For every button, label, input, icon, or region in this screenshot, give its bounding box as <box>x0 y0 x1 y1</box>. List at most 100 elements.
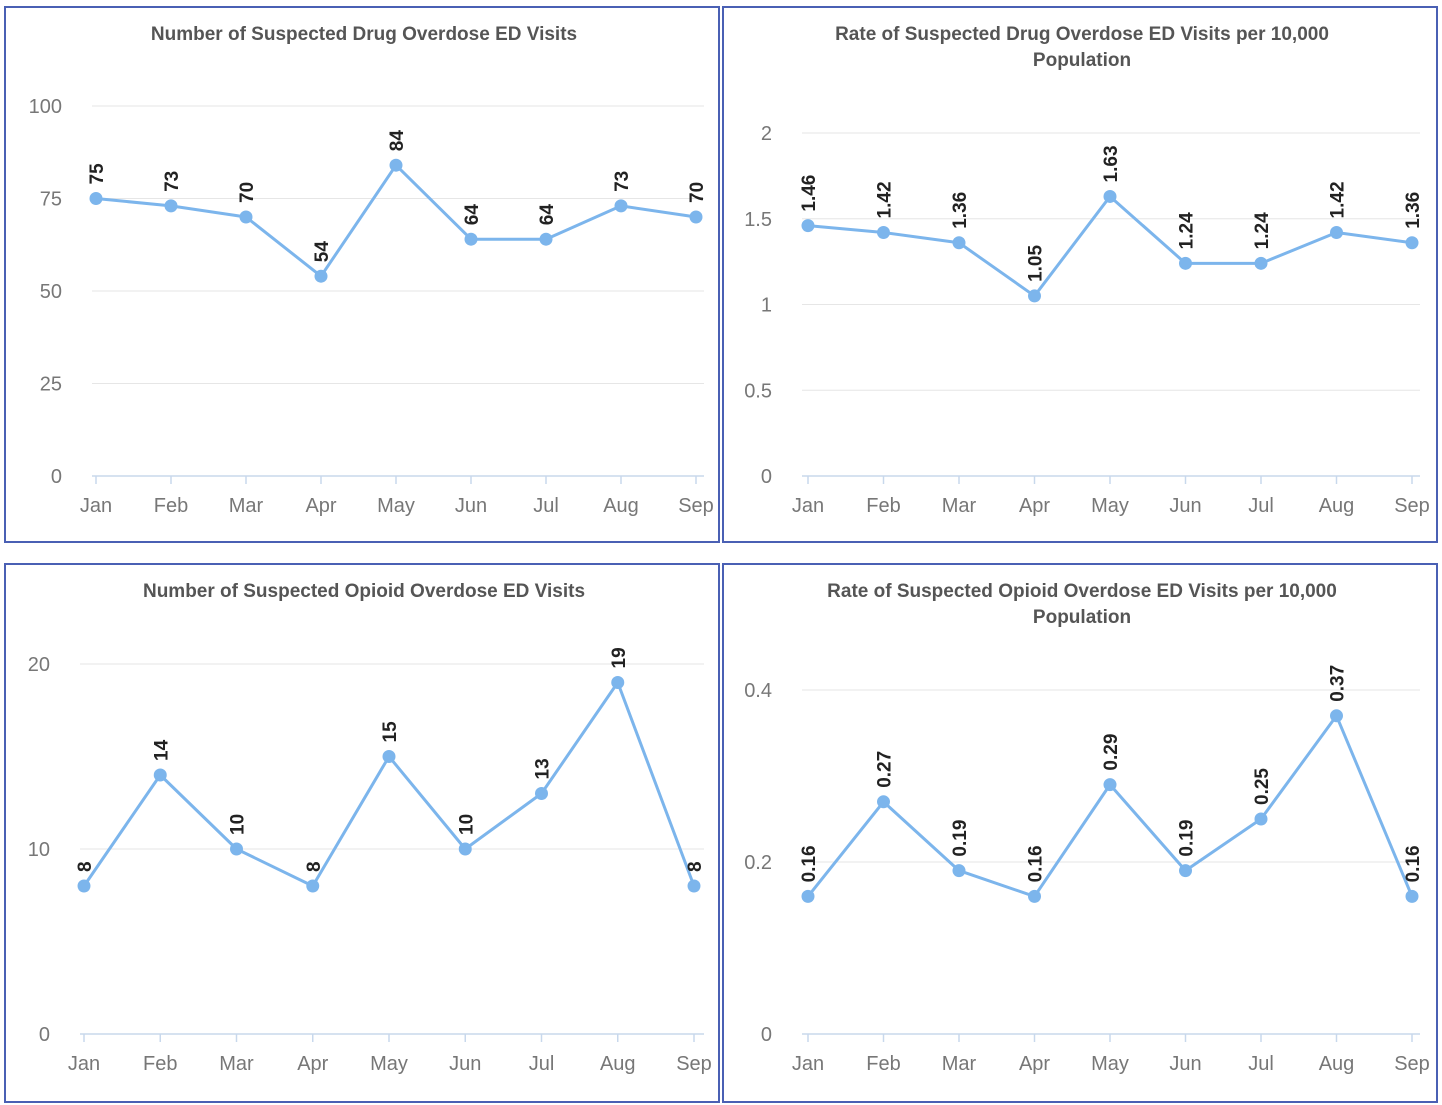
data-label: 64 <box>462 204 483 226</box>
data-point[interactable] <box>614 199 628 213</box>
data-label: 0.19 <box>950 820 971 857</box>
data-label: 0.29 <box>1101 734 1122 771</box>
chart-svg: Number of Suspected Opioid Overdose ED V… <box>28 581 712 1075</box>
x-tick-label: Mar <box>229 495 264 517</box>
x-tick-label: Jul <box>529 1053 555 1075</box>
data-label: 0.25 <box>1252 768 1273 805</box>
data-point[interactable] <box>464 232 478 246</box>
chart-title: Rate of Suspected Drug Overdose ED Visit… <box>835 24 1329 45</box>
x-tick-label: May <box>1091 1053 1129 1075</box>
y-tick-label: 50 <box>40 281 62 303</box>
x-tick-label: Sep <box>1394 495 1430 517</box>
y-tick-label: 0.2 <box>744 852 772 874</box>
chart-panel-opioid-rate: Rate of Suspected Opioid Overdose ED Vis… <box>722 563 1438 1103</box>
x-tick-label: Feb <box>143 1053 177 1075</box>
data-label: 8 <box>304 861 325 872</box>
data-label: 70 <box>237 182 258 203</box>
data-point[interactable] <box>877 225 890 239</box>
data-label: 75 <box>87 163 108 185</box>
data-point[interactable] <box>230 842 243 856</box>
chart-panel-drug-visits: Number of Suspected Drug Overdose ED Vis… <box>4 6 720 543</box>
data-point[interactable] <box>458 842 472 856</box>
chart-svg: Rate of Suspected Drug Overdose ED Visit… <box>744 24 1430 517</box>
data-point[interactable] <box>314 269 328 283</box>
data-point[interactable] <box>1254 812 1268 826</box>
data-point[interactable] <box>1179 256 1192 270</box>
data-point[interactable] <box>687 879 701 893</box>
data-label: 10 <box>456 814 477 835</box>
data-point[interactable] <box>877 795 890 809</box>
data-point[interactable] <box>1254 256 1268 270</box>
series-line <box>82 681 696 888</box>
y-tick-label: 75 <box>40 189 62 211</box>
y-tick-label: 0 <box>51 466 62 488</box>
data-label: 1.24 <box>1252 212 1273 249</box>
x-tick-label: Feb <box>866 495 900 517</box>
data-point[interactable] <box>1179 864 1192 878</box>
data-label: 10 <box>228 814 249 835</box>
y-tick-label: 0.4 <box>744 680 772 702</box>
data-point[interactable] <box>1330 225 1343 239</box>
data-point[interactable] <box>1405 236 1419 250</box>
data-point[interactable] <box>1028 289 1041 303</box>
x-tick-label: Sep <box>676 1053 712 1075</box>
x-tick-label: Aug <box>603 495 639 517</box>
y-tick-label: 2 <box>761 123 772 145</box>
data-point[interactable] <box>689 210 703 224</box>
data-point[interactable] <box>382 750 396 763</box>
data-point[interactable] <box>1103 778 1117 792</box>
x-tick-label: Aug <box>1319 1053 1355 1075</box>
chart-title: Number of Suspected Opioid Overdose ED V… <box>143 581 585 602</box>
data-label: 19 <box>609 647 630 668</box>
data-point[interactable] <box>77 879 91 893</box>
y-tick-label: 0 <box>39 1024 50 1046</box>
data-point[interactable] <box>952 236 966 250</box>
data-label: 54 <box>312 241 333 263</box>
data-point[interactable] <box>801 219 815 233</box>
data-label: 15 <box>380 721 401 743</box>
x-tick-label: May <box>377 495 415 517</box>
data-label: 1.05 <box>1026 245 1047 282</box>
data-point[interactable] <box>1330 709 1343 723</box>
data-point[interactable] <box>801 889 815 903</box>
chart-title: Number of Suspected Drug Overdose ED Vis… <box>151 24 577 45</box>
data-point[interactable] <box>611 676 625 689</box>
series-line <box>95 163 697 278</box>
y-tick-label: 0.5 <box>744 380 772 402</box>
x-tick-label: Feb <box>866 1053 900 1075</box>
data-label: 0.16 <box>1026 845 1047 882</box>
chart-title: Population <box>1033 607 1131 628</box>
y-tick-label: 1.5 <box>744 209 772 231</box>
y-tick-label: 0 <box>761 466 772 488</box>
data-point[interactable] <box>239 210 253 224</box>
data-label: 1.36 <box>1403 192 1424 229</box>
data-label: 8 <box>75 861 96 872</box>
data-label: 1.24 <box>1177 212 1198 249</box>
x-tick-label: Mar <box>219 1053 254 1075</box>
data-point[interactable] <box>1028 889 1041 903</box>
data-label: 1.46 <box>799 175 820 212</box>
data-label: 73 <box>612 171 633 192</box>
x-tick-label: May <box>370 1053 408 1075</box>
data-label: 1.63 <box>1101 145 1122 182</box>
data-point[interactable] <box>1103 189 1117 203</box>
data-point[interactable] <box>164 199 178 213</box>
data-point[interactable] <box>539 232 553 246</box>
x-tick-label: Apr <box>297 1053 328 1075</box>
x-tick-label: Jan <box>792 495 824 517</box>
x-tick-label: Apr <box>1019 1053 1050 1075</box>
x-tick-label: Jun <box>1169 495 1201 517</box>
data-label: 1.42 <box>875 181 896 218</box>
data-point[interactable] <box>1405 889 1419 903</box>
data-point[interactable] <box>306 879 320 893</box>
data-point[interactable] <box>535 787 548 800</box>
chart-panel-opioid-visits: Number of Suspected Opioid Overdose ED V… <box>4 563 720 1103</box>
x-tick-label: Feb <box>154 495 188 517</box>
x-tick-label: Apr <box>1019 495 1050 517</box>
data-point[interactable] <box>89 192 103 205</box>
x-tick-label: Jan <box>792 1053 824 1075</box>
data-point[interactable] <box>153 768 167 782</box>
data-point[interactable] <box>952 864 966 878</box>
data-point[interactable] <box>389 158 403 172</box>
x-tick-label: Jun <box>449 1053 481 1075</box>
